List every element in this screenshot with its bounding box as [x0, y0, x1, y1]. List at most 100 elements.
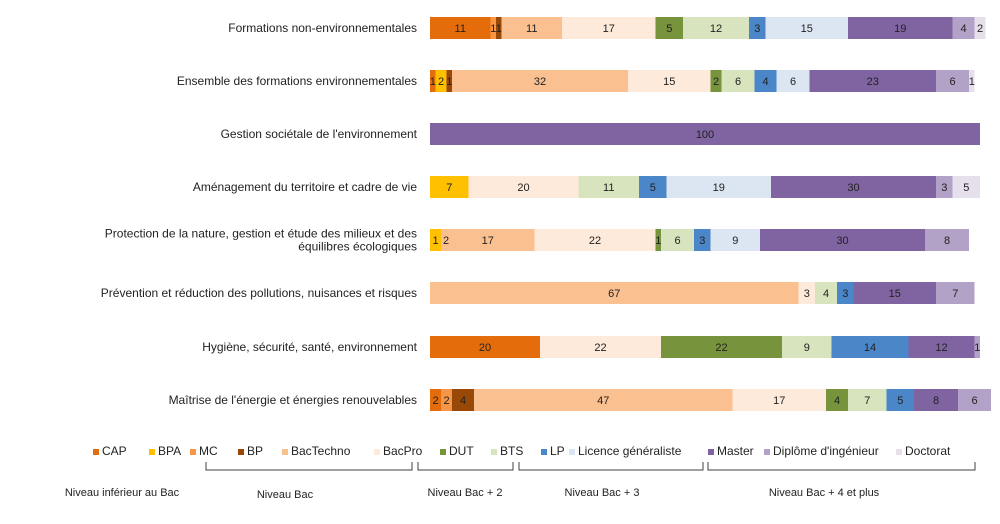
data-label: 12: [710, 23, 722, 35]
data-label: 9: [732, 235, 738, 247]
data-label: 22: [715, 342, 727, 354]
data-label: 12: [935, 342, 947, 354]
bar-segment: [468, 176, 579, 198]
data-label: 22: [589, 235, 601, 247]
data-label: 15: [663, 76, 675, 88]
data-label: 11: [603, 182, 614, 194]
data-label: 4: [834, 395, 840, 407]
data-label: 19: [713, 182, 725, 194]
bar-segment: [721, 70, 755, 92]
legend-swatch: [708, 449, 714, 455]
bar-segment: [534, 229, 656, 251]
data-label: 1: [969, 76, 975, 88]
data-label: 4: [960, 23, 966, 35]
bar-segment: [474, 389, 733, 411]
bar-segment: [452, 389, 474, 411]
bar-segment: [430, 282, 799, 304]
bar-segment: [639, 176, 667, 198]
data-label: 20: [479, 342, 491, 354]
data-label: 4: [460, 395, 466, 407]
bar-segment: [430, 176, 469, 198]
category-label: équilibres écologiques: [298, 240, 417, 254]
bar-segment: [655, 17, 683, 39]
data-label: 3: [842, 288, 848, 300]
legend-label: BTS: [500, 444, 523, 458]
bar-segment: [749, 17, 766, 39]
bar-segment: [441, 229, 535, 251]
data-label: 11: [455, 23, 466, 35]
bar-segment: [441, 389, 452, 411]
bar-segment: [490, 17, 496, 39]
data-label: 32: [534, 76, 546, 88]
data-label: 6: [949, 76, 955, 88]
data-label: 22: [594, 342, 606, 354]
level-group-label: Niveau Bac + 3: [565, 487, 640, 499]
bar-segment: [914, 389, 958, 411]
data-label: 17: [603, 23, 615, 35]
bar-segment: [540, 336, 661, 358]
data-label: 5: [666, 23, 672, 35]
data-label: 4: [762, 76, 768, 88]
bar-segment: [661, 336, 782, 358]
bar-segment: [837, 282, 854, 304]
bar-segment: [765, 17, 848, 39]
data-label: 15: [889, 288, 901, 300]
category-label: Maîtrise de l'énergie et énergies renouv…: [169, 393, 417, 407]
data-label: 6: [674, 235, 680, 247]
bar-segment: [831, 336, 909, 358]
data-label: 17: [482, 235, 494, 247]
data-label: 1: [655, 235, 661, 247]
bar-segment: [853, 282, 936, 304]
data-label: 9: [804, 342, 810, 354]
data-label: 3: [941, 182, 947, 194]
legend-swatch: [238, 449, 244, 455]
category-label: Protection de la nature, gestion et étud…: [105, 227, 417, 241]
data-label: 17: [773, 395, 785, 407]
level-bracket: [205, 462, 413, 471]
data-label: 8: [944, 235, 950, 247]
bar-segment: [952, 17, 975, 39]
bar-segment: [430, 229, 441, 251]
level-group-label: Niveau Bac + 4 et plus: [769, 487, 880, 499]
data-label: 20: [517, 182, 529, 194]
legend-label: LP: [550, 444, 565, 458]
data-label: 1: [490, 23, 496, 35]
bar-segment: [430, 17, 491, 39]
bar-segment: [754, 70, 777, 92]
data-label: 7: [446, 182, 452, 194]
legend-swatch: [374, 449, 380, 455]
bar-segment: [628, 70, 711, 92]
legend-label: BacPro: [383, 444, 423, 458]
category-label: Prévention et réduction des pollutions, …: [101, 286, 417, 300]
bar-segment: [694, 229, 711, 251]
bar-segment: [848, 389, 887, 411]
bar-segment: [661, 229, 694, 251]
bar-segment: [974, 336, 980, 358]
bar-segment: [562, 17, 656, 39]
legend-swatch: [896, 449, 902, 455]
bar-segment: [430, 123, 980, 145]
data-label: 1: [496, 23, 502, 35]
legend-swatch: [282, 449, 288, 455]
bar-segment: [501, 17, 562, 39]
data-label: 47: [597, 395, 609, 407]
data-label: 3: [699, 235, 705, 247]
data-label: 11: [526, 23, 537, 35]
bar-segment: [452, 70, 628, 92]
data-label: 67: [608, 288, 620, 300]
data-label: 6: [790, 76, 796, 88]
bar-segment: [798, 282, 815, 304]
bar-segment: [815, 282, 837, 304]
data-label: 5: [650, 182, 656, 194]
legend-label: CAP: [102, 444, 127, 458]
bar-segment: [771, 176, 936, 198]
category-labels: Formations non-environnementales Ensemble…: [101, 21, 418, 407]
bar-segment: [936, 70, 969, 92]
data-label: 5: [897, 395, 903, 407]
category-label: Ensemble des formations environnementale…: [177, 74, 417, 88]
data-label: 2: [432, 395, 438, 407]
data-label: 2: [443, 395, 449, 407]
bar-segment: [782, 336, 832, 358]
